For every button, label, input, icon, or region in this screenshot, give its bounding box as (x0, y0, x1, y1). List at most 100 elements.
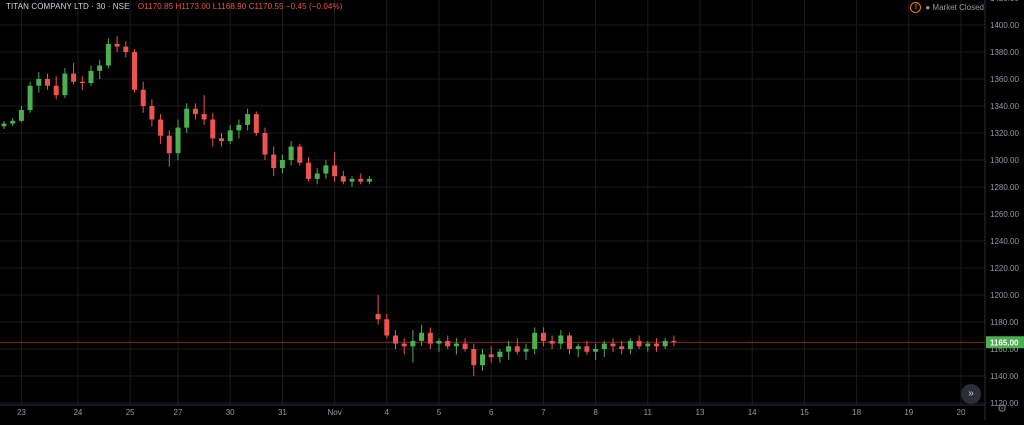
candle-body (349, 178, 355, 182)
x-tick-label: 11 (644, 408, 653, 417)
y-tick-label: 1360.00 (990, 75, 1019, 84)
candle-body (549, 340, 555, 344)
candle-body (480, 354, 485, 366)
x-tick-label: 13 (696, 408, 705, 417)
candle-body (36, 79, 42, 86)
candle-body (97, 65, 103, 71)
x-tick-label: 24 (73, 408, 82, 417)
y-tick-label: 1180.00 (990, 318, 1019, 327)
candle-body (45, 79, 50, 86)
candle-body (636, 340, 642, 347)
candle-body (306, 162, 311, 179)
candle-body (540, 332, 546, 341)
x-tick-label: 8 (593, 408, 598, 417)
candle-body (297, 146, 303, 163)
candle-body (279, 160, 285, 169)
x-tick-label: 7 (541, 408, 546, 417)
x-tick-label: 20 (957, 408, 966, 417)
candle-body (123, 46, 129, 52)
candle-body (671, 340, 677, 343)
candle-body (410, 340, 416, 347)
x-tick-label: 6 (489, 408, 494, 417)
y-tick-label: 1300.00 (990, 156, 1019, 165)
candle-body (105, 43, 111, 66)
y-tick-label: 1220.00 (990, 264, 1019, 273)
candle-body (210, 119, 216, 139)
x-tick-label: 4 (385, 408, 390, 417)
y-tick-label: 1200.00 (990, 291, 1019, 300)
candle-body (436, 340, 442, 344)
candle-body (601, 343, 607, 349)
chart-legend: TITAN COMPANY LTD · 30 · NSE O1170.85 H1… (6, 2, 342, 11)
candle-body (62, 73, 68, 96)
candle-body (323, 165, 329, 174)
candle-body (471, 349, 477, 366)
x-tick-label: 5 (437, 408, 442, 417)
candle-body (627, 340, 633, 349)
candle-body (201, 114, 207, 120)
candle-body (271, 154, 277, 169)
candle-body (384, 319, 390, 336)
candle-body (619, 346, 625, 349)
candle-body (219, 138, 224, 142)
x-tick-label: 27 (174, 408, 183, 417)
warning-icon: ! (910, 2, 922, 13)
candle-body (523, 349, 529, 352)
candle-body (558, 335, 564, 344)
ohlc-readout: O1170.85 H1173.00 L1168.90 C1170.55 −0.4… (137, 2, 343, 11)
y-tick-label: 1240.00 (990, 237, 1019, 246)
candle-body (114, 43, 120, 47)
candle-body (514, 346, 520, 352)
candle-body (532, 332, 538, 349)
y-tick-label: 1260.00 (990, 210, 1019, 219)
candle-body (593, 349, 599, 352)
candle-body (184, 108, 190, 128)
candle-body (132, 52, 137, 90)
x-tick-label: 18 (852, 408, 861, 417)
x-tick-label: 30 (226, 408, 235, 417)
candle-body (149, 106, 155, 120)
candle-body (245, 114, 251, 125)
candle-body (497, 351, 503, 358)
candle-body (79, 81, 85, 84)
candle-body (27, 85, 33, 111)
scroll-to-realtime-button[interactable]: » (961, 384, 981, 404)
x-tick-label: 19 (904, 408, 913, 417)
candle-body (88, 70, 94, 84)
candle-body (645, 343, 651, 347)
y-tick-label: 1120.00 (990, 399, 1019, 408)
candle-body (662, 340, 668, 347)
candle-body (158, 119, 164, 136)
candle-body (567, 335, 572, 349)
candle-body (10, 120, 16, 124)
candle-body (227, 130, 233, 142)
candle-body (401, 343, 407, 347)
candle-body (654, 343, 659, 347)
y-tick-label: 1420.00 (990, 0, 1019, 3)
y-tick-label: 1380.00 (990, 48, 1019, 57)
gear-icon[interactable]: ⚙ (997, 403, 1007, 415)
market-status: ! ● Market Closed (910, 2, 984, 13)
x-tick-label: 14 (748, 408, 757, 417)
y-tick-label: 1340.00 (990, 102, 1019, 111)
candle-body (488, 354, 494, 358)
candle-body (393, 335, 398, 344)
symbol-label[interactable]: TITAN COMPANY LTD · 30 · NSE (6, 2, 130, 11)
candle-body (71, 73, 77, 82)
candle-body (419, 332, 425, 341)
y-tick-label: 1320.00 (990, 129, 1019, 138)
candle-body (575, 346, 581, 349)
y-tick-label: 1400.00 (990, 21, 1019, 30)
market-status-label: ● Market Closed (925, 3, 984, 12)
last-price-label: 1165.00 (990, 338, 1019, 347)
candle-body (314, 173, 320, 179)
y-tick-label: 1140.00 (990, 372, 1019, 381)
candle-body (358, 178, 364, 182)
candle-body (366, 178, 372, 182)
candle-body (375, 313, 381, 320)
candle-body (427, 332, 433, 344)
candle-body (236, 124, 242, 131)
x-tick-label: 31 (278, 408, 287, 417)
